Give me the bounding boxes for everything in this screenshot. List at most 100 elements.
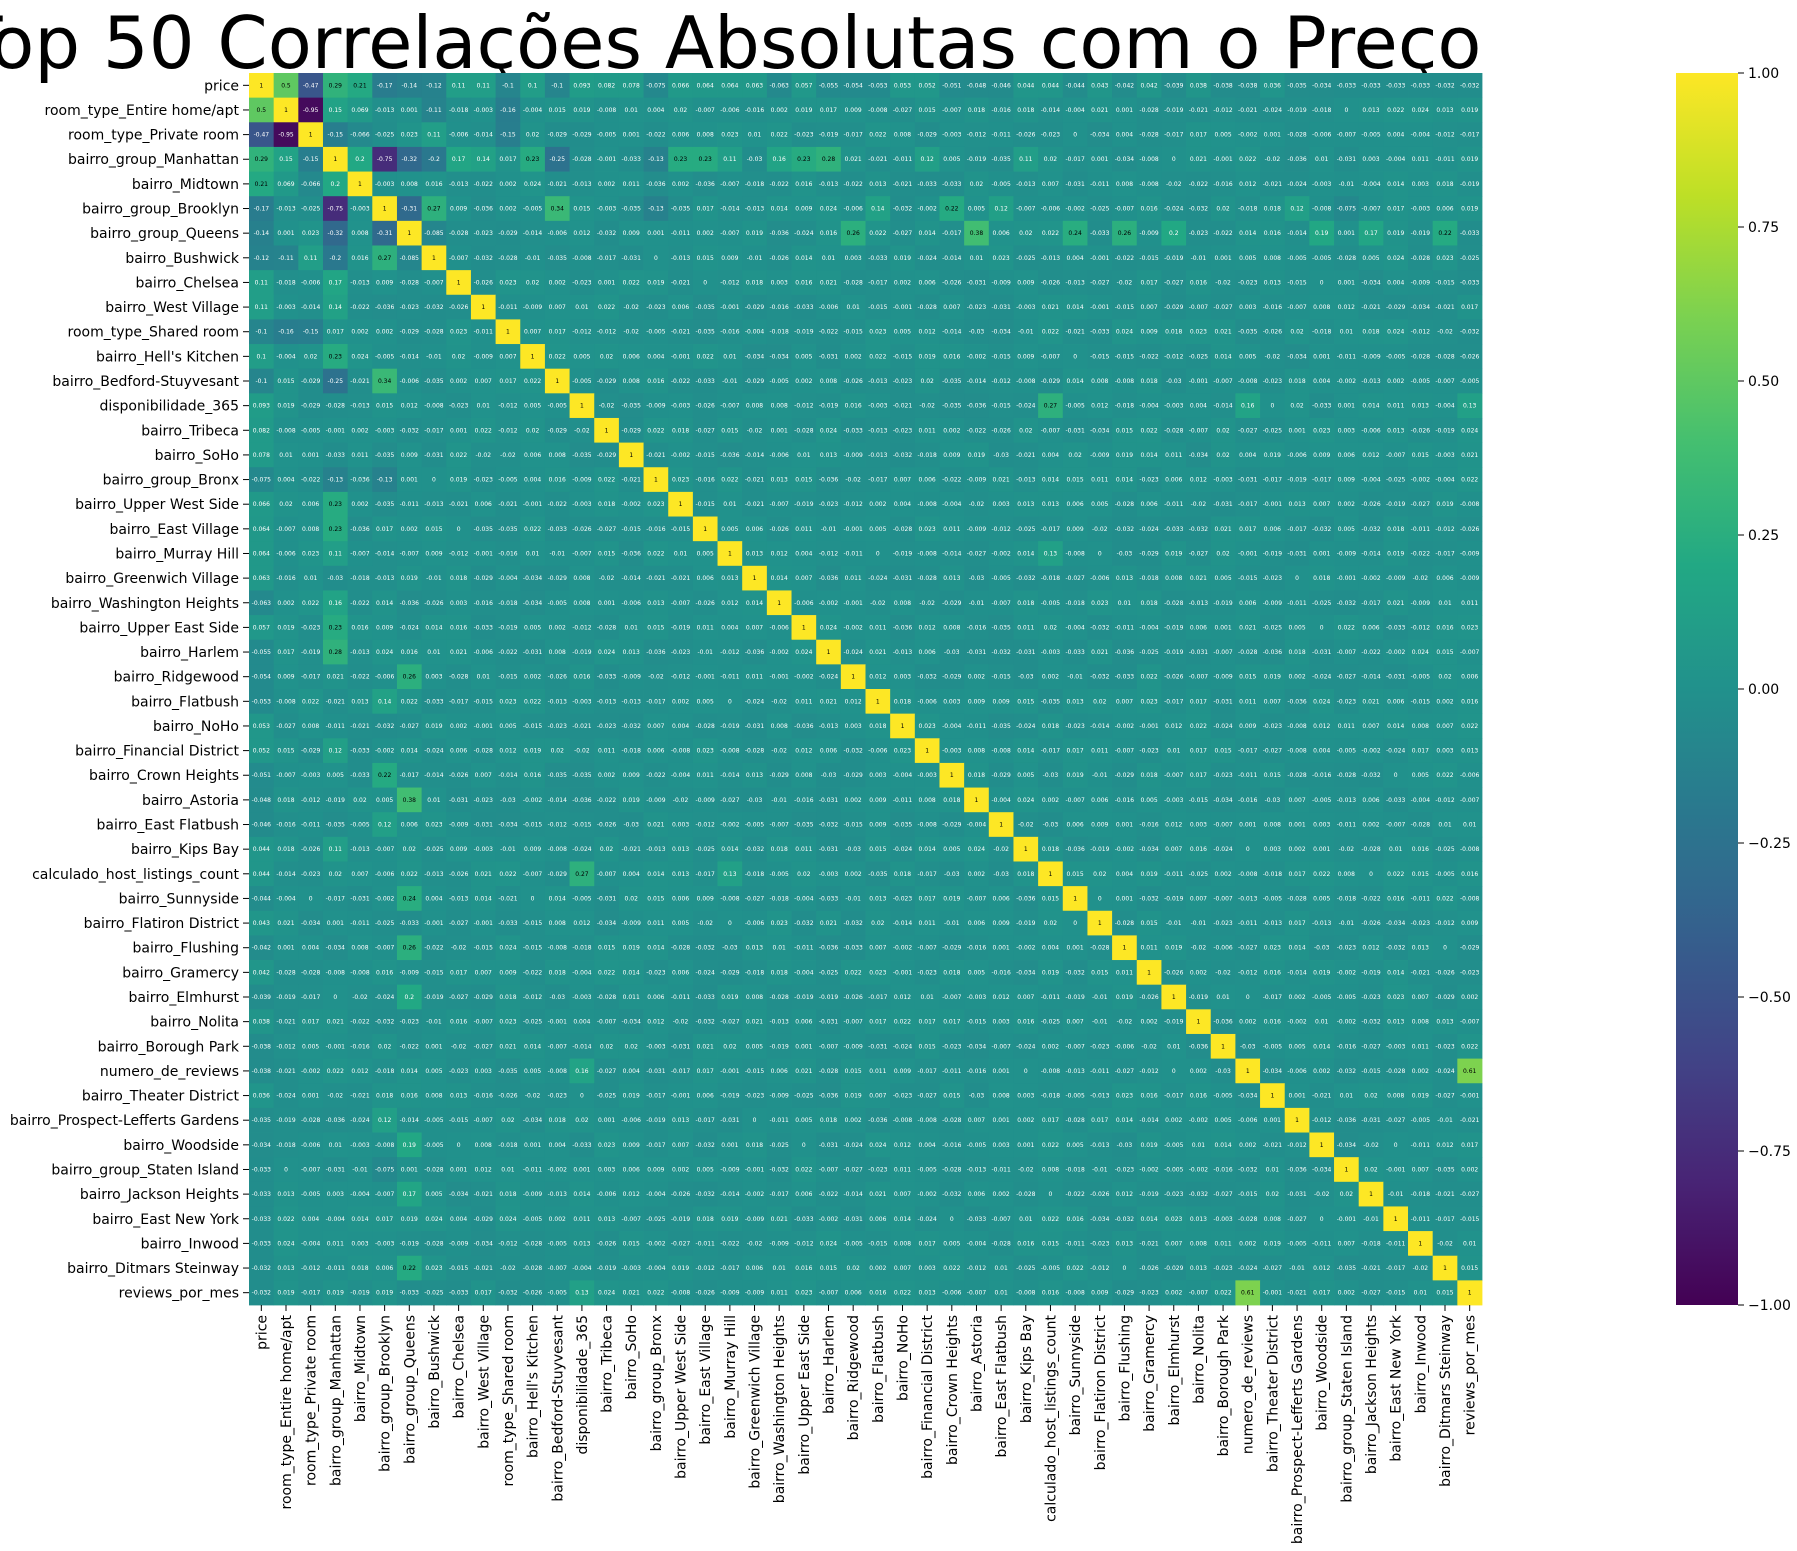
cell-value-label: 0.16 [773, 156, 787, 163]
cell-value-label: -0.021 [474, 1191, 494, 1198]
cell-value-label: -0.017 [646, 1093, 666, 1100]
cell-value-label: -0.02 [1363, 1142, 1379, 1149]
cell-value-label: 0 [309, 895, 313, 902]
cell-value-label: -0.001 [1090, 304, 1110, 311]
heatmap-cell [1186, 73, 1212, 99]
heatmap-cell [618, 146, 644, 172]
cell-value-label: -0.024 [1263, 107, 1283, 114]
cell-value-label: -0.028 [301, 1117, 321, 1124]
cell-value-label: 1 [506, 329, 510, 336]
cell-value-label: -0.035 [375, 452, 395, 459]
heatmap-cell [594, 245, 620, 271]
cell-value-label: -0.008 [1139, 156, 1159, 163]
cell-value-label: 0.015 [598, 550, 615, 557]
cell-value-label: -0.034 [1238, 1093, 1258, 1100]
cell-value-label: -0.004 [967, 1240, 987, 1247]
cell-value-label: -0.014 [745, 452, 765, 459]
cell-value-label: 0.01 [279, 452, 293, 459]
cell-value-label: 0.093 [253, 403, 270, 410]
cell-value-label: 0.014 [1387, 181, 1404, 188]
cell-value-label: 0.008 [1042, 1166, 1059, 1173]
cell-value-label: -0.019 [1139, 1191, 1159, 1198]
cell-value-label: 0.007 [524, 329, 541, 336]
heatmap-cell [470, 171, 496, 197]
cell-value-label: -0.015 [1361, 1068, 1381, 1075]
heatmap-cell [396, 171, 423, 197]
cell-value-label: 0.02 [1216, 550, 1230, 557]
cell-value-label: -0.022 [350, 674, 370, 681]
cell-value-label: 0.01 [625, 624, 639, 631]
heatmap-cell [668, 73, 694, 99]
cell-value-label: -0.018 [745, 871, 765, 878]
cell-value-label: 0.021 [1190, 575, 1207, 582]
heatmap-cell [495, 97, 521, 123]
cell-value-label: -0.015 [1189, 797, 1209, 804]
cell-value-label: -0.017 [770, 1191, 790, 1198]
cell-value-label: -0.032 [1189, 206, 1209, 213]
cell-value-label: 0.001 [623, 132, 640, 139]
cell-value-label: 0 [1320, 279, 1324, 286]
cell-value-label: -0.035 [696, 329, 716, 336]
heatmap-cell [1235, 97, 1261, 123]
cell-value-label: -0.026 [597, 1240, 617, 1247]
cell-value-label: 0.024 [1387, 329, 1404, 336]
cell-value-label: 0.022 [1436, 772, 1453, 779]
cell-value-label: 0.001 [302, 452, 319, 459]
cell-value-label: -0.014 [474, 132, 494, 139]
cell-value-label: -0.035 [424, 378, 444, 385]
cell-value-label: 0.16 [329, 600, 343, 607]
cell-value-label: 0.008 [1264, 822, 1281, 829]
cell-value-label: -0.026 [1460, 526, 1480, 533]
cell-value-label: -0.009 [770, 1240, 790, 1247]
cell-value-label: 0.012 [993, 994, 1010, 1001]
heatmap-cell [1087, 122, 1113, 148]
cell-value-label: 0.002 [1042, 1043, 1059, 1050]
cell-value-label: -0.033 [1090, 329, 1110, 336]
cell-value-label: -0.035 [696, 304, 716, 311]
cell-value-label: -0.044 [1065, 82, 1085, 89]
cell-value-label: -0.02 [500, 1265, 516, 1272]
cell-value-label: 0.044 [1017, 82, 1034, 89]
cell-value-label: -0.006 [1090, 575, 1110, 582]
cell-value-label: 0.23 [526, 156, 540, 163]
cell-value-label: 0.017 [450, 969, 467, 976]
cell-value-label: 0.008 [746, 403, 763, 410]
cell-value-label: 0.006 [746, 1265, 763, 1272]
cell-value-label: -0.038 [1213, 82, 1233, 89]
cell-value-label: -0.028 [400, 279, 420, 286]
cell-value-label: -0.019 [1287, 477, 1307, 484]
cell-value-label: -0.029 [1435, 994, 1455, 1001]
cell-value-label: 0.015 [376, 403, 393, 410]
cell-value-label: -0.025 [1312, 600, 1332, 607]
cell-value-label: -0.002 [843, 624, 863, 631]
cell-value-label: -0.034 [1189, 452, 1209, 459]
cell-value-label: -0.008 [1460, 501, 1480, 508]
cell-value-label: 0.28 [329, 649, 343, 656]
cell-value-label: 0.007 [549, 304, 566, 311]
cell-value-label: -0.024 [843, 649, 863, 656]
cell-value-label: -0.029 [1115, 772, 1135, 779]
cell-value-label: 0.006 [919, 477, 936, 484]
cell-value-label: -0.008 [1115, 378, 1135, 385]
cell-value-label: -0.026 [843, 378, 863, 385]
cell-value-label: 0.018 [376, 1093, 393, 1100]
cell-value-label: 0.022 [869, 353, 886, 360]
cell-value-label: 0.001 [1338, 279, 1355, 286]
cell-value-label: -0.035 [991, 723, 1011, 730]
cell-value-label: 0.018 [1313, 575, 1330, 582]
cell-value-label: -0.023 [893, 895, 913, 902]
cell-value-label: 0.016 [1190, 1093, 1207, 1100]
cell-value-label: 0.022 [1387, 871, 1404, 878]
cell-value-label: 1 [950, 772, 954, 779]
cell-value-label: -0.028 [1287, 132, 1307, 139]
cell-value-label: 0.007 [475, 772, 492, 779]
cell-value-label: 0.02 [1019, 427, 1033, 434]
cell-value-label: 0.016 [376, 969, 393, 976]
cell-value-label: 0.001 [401, 477, 418, 484]
cell-value-label: 0 [580, 1093, 584, 1100]
cell-value-label: -0.033 [252, 1191, 272, 1198]
cell-value-label: -0.035 [622, 206, 642, 213]
heatmap-cell [914, 171, 940, 197]
cell-value-label: -0.033 [1386, 82, 1406, 89]
cell-value-label: 0.02 [1266, 1191, 1280, 1198]
